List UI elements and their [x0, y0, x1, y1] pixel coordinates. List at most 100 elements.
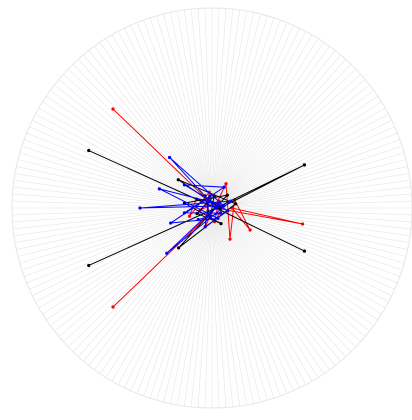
radial-grid-line [211, 193, 412, 209]
series-2-point-14 [208, 194, 212, 198]
radial-grid-line [50, 90, 213, 209]
radial-grid-line [211, 25, 294, 209]
radial-grid-line [211, 179, 411, 209]
radial-grid-line [211, 207, 336, 366]
radial-grid-line [211, 207, 341, 362]
radial-grid-line [111, 207, 213, 382]
radial-grid-line [211, 207, 411, 237]
series-layer [87, 107, 307, 309]
series-2-point-10 [222, 185, 226, 189]
series-2-point-15 [182, 211, 187, 215]
radial-grid-line [211, 8, 227, 209]
radial-grid-line [211, 207, 378, 321]
series-0-point-5 [301, 222, 305, 226]
radial-grid-line [211, 207, 227, 408]
radial-grid-line [163, 207, 213, 403]
series-1-point-14 [219, 221, 223, 226]
series-0-point-9 [228, 237, 232, 241]
radial-grid-line [42, 101, 213, 209]
radial-grid-line [211, 207, 386, 309]
series-1-point-15 [195, 211, 199, 216]
series-2-point-17 [196, 217, 200, 222]
radial-grid-line [211, 34, 313, 209]
series-1-point-7 [302, 163, 307, 167]
radial-grid-line [124, 207, 213, 388]
series-1-point-11 [176, 246, 181, 250]
radial-grid-line [149, 207, 213, 399]
radial-grid-line [211, 54, 341, 209]
radial-grid-line [13, 207, 213, 230]
radial-grid-line [211, 207, 352, 353]
radial-grid-line [83, 54, 213, 209]
radial-grid-line [117, 31, 213, 209]
radial-grid-line [211, 207, 374, 326]
series-2-point-11 [182, 183, 187, 187]
radial-grid-line [211, 120, 392, 209]
radial-grid-line [94, 207, 213, 370]
radial-grid-line [111, 34, 213, 209]
radial-grid-line [176, 10, 213, 209]
radial-grid-line [211, 17, 275, 209]
series-1-point-5 [302, 249, 307, 253]
series-1-point-9 [176, 178, 180, 182]
series-0-point-10 [224, 182, 228, 186]
radial-grid-line [14, 172, 213, 209]
radial-grid-line [50, 207, 213, 326]
series-2-point-1 [167, 155, 172, 160]
series-2-point-16 [219, 211, 223, 215]
radial-grid-line [211, 132, 398, 209]
radial-grid-line [211, 10, 248, 209]
series-2-point-8 [216, 216, 220, 220]
radial-grid-line [211, 31, 307, 209]
radial-grid-line [211, 42, 325, 209]
series-0-point-3 [111, 305, 115, 309]
radial-grid-line [176, 207, 213, 406]
radial-grid-line [63, 207, 213, 343]
radial-grid-line [12, 207, 213, 216]
radial-grid-line [211, 207, 357, 348]
radial-grid-line [54, 207, 213, 332]
radial-grid-line [190, 9, 213, 209]
radial-grid-line [211, 207, 288, 394]
radial-grid-line [17, 207, 213, 257]
radial-grid-line [211, 207, 275, 399]
radial-grid-line [211, 207, 294, 391]
radial-grid-line [46, 207, 213, 321]
radial-grid-line [211, 207, 268, 401]
radial-grid-line [211, 207, 220, 408]
radial-grid-line [21, 145, 213, 209]
radial-grid-line [211, 19, 281, 209]
radial-grid-line [211, 200, 412, 209]
radial-grid-line [211, 68, 357, 209]
radial-grid-line [149, 17, 213, 209]
radial-grid-line [12, 207, 213, 223]
series-2-point-7 [157, 187, 161, 191]
radial-grid-line [99, 207, 213, 374]
series-2-point-2 [222, 204, 226, 208]
radial-grid-line [211, 207, 254, 404]
radial-grid-line [117, 207, 213, 385]
radial-grid-line [211, 12, 254, 209]
radial-grid-line [211, 73, 361, 209]
radial-grid-line [211, 28, 300, 209]
series-2-point-3 [138, 206, 142, 210]
radial-grid-line [197, 207, 213, 408]
radial-grid-line [54, 84, 213, 209]
radial-grid-line [156, 15, 213, 209]
radial-grid-line [211, 207, 361, 343]
series-0-point-13 [187, 214, 192, 218]
series-1-point-3 [87, 263, 91, 268]
radial-grid-line [211, 207, 347, 357]
radial-grid-line [211, 166, 408, 209]
radial-grid-line [211, 207, 370, 332]
radial-grid-line [94, 46, 213, 209]
radial-grid-line [211, 207, 401, 277]
radial-grid-line [58, 207, 213, 337]
radial-grid-line [143, 19, 213, 209]
radial-grid-line [17, 159, 213, 209]
series-2-point-6 [217, 202, 221, 206]
series-2-point-5 [165, 251, 169, 255]
radial-grid-line [211, 207, 281, 397]
radial-grid-line [211, 84, 370, 209]
